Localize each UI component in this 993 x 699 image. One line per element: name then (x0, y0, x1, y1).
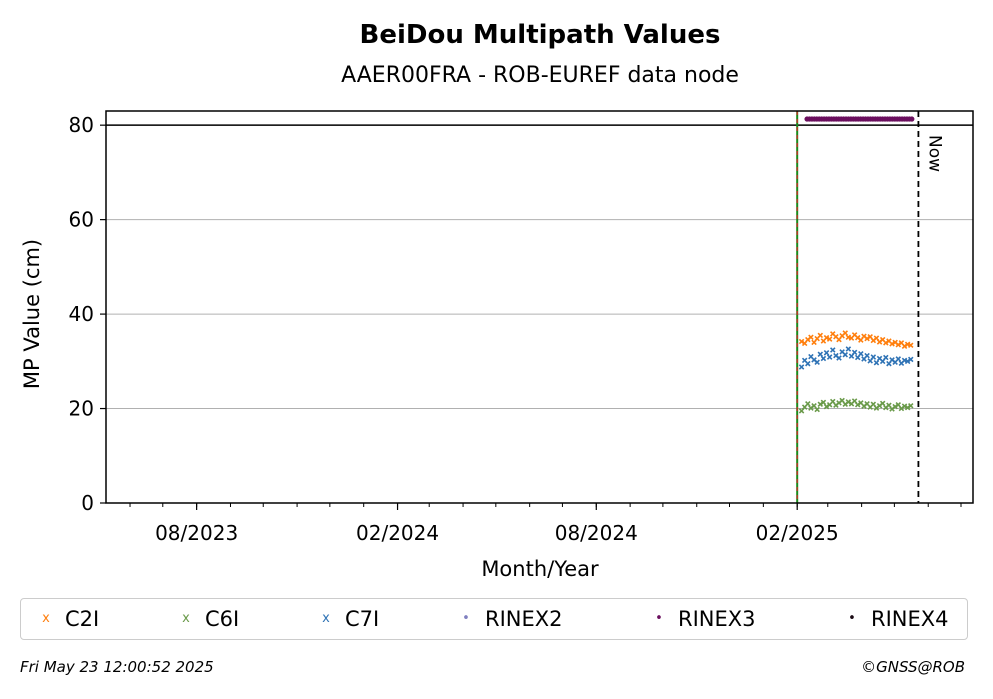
data-point-c7i (798, 364, 805, 370)
data-point-c7i (817, 351, 824, 357)
data-point-c6i (901, 403, 908, 409)
legend-item-c2i: x C2I (35, 607, 99, 631)
legend-item-c6i: x C6I (175, 607, 239, 631)
legend-label-c6i: C6I (205, 607, 240, 631)
y-tick-label: 80 (69, 113, 94, 137)
x-tick-label: 02/2025 (756, 521, 839, 545)
chart-subtitle: AAER00FRA - ROB-EUREF data node (341, 63, 739, 88)
data-point-c7i (895, 356, 902, 362)
vertical-markers: Now (796, 111, 944, 503)
legend-label-c7i: C7I (345, 607, 380, 631)
x-axis-label: Month/Year (481, 557, 599, 581)
data-point-c7i (845, 346, 852, 352)
data-point-c2i (826, 336, 833, 342)
data-point-c6i (904, 404, 911, 411)
data-point-c2i (808, 334, 814, 340)
data-point-c6i (907, 402, 914, 409)
data-point-c7i (883, 354, 889, 361)
data-points (798, 116, 915, 414)
data-point-c6i (854, 401, 861, 408)
data-point-c6i (814, 406, 820, 413)
legend-label-c2i: C2I (65, 607, 100, 631)
data-point-c6i (820, 399, 827, 406)
plot-area-frame (105, 110, 974, 504)
legend-label-rinex2: RINEX2 (485, 607, 563, 631)
grid-lines (106, 124, 973, 410)
axes: 0 20 40 60 80 08/2023 02/2024 08/2024 02/2025 (69, 113, 962, 545)
x-tick-label: 08/2024 (555, 521, 638, 545)
data-point-c7i (907, 356, 914, 363)
x-tick-label: 08/2023 (155, 521, 238, 545)
data-point-c2i (823, 334, 830, 341)
legend-item-rinex4: • RINEX4 (841, 607, 949, 631)
y-axis-label: MP Value (cm) (20, 239, 44, 389)
data-point-c6i (823, 403, 830, 410)
data-point-rinex3 (909, 116, 915, 122)
legend-marker-c2i: x (42, 611, 50, 626)
data-point-c6i (817, 401, 824, 408)
data-point-c2i (864, 335, 870, 342)
data-point-c7i (851, 349, 858, 356)
footer-credit: ©GNSS@ROB (861, 658, 965, 676)
now-label: Now (924, 135, 944, 172)
data-point-c2i (907, 342, 914, 349)
data-point-c7i (805, 360, 811, 367)
data-point-c2i (817, 332, 824, 339)
legend-marker-rinex4: • (848, 611, 856, 626)
data-point-c2i (889, 341, 895, 347)
y-tick-label: 0 (81, 491, 94, 515)
data-point-c6i (805, 401, 811, 407)
legend-marker-rinex3: • (655, 611, 663, 626)
legend: x C2I x C6I x C7I • RINEX2 • RINEX3 • RI… (20, 598, 968, 640)
data-point-c7i (873, 359, 880, 366)
data-point-c6i (845, 399, 852, 405)
y-tick-label: 60 (69, 208, 94, 232)
legend-marker-rinex2: • (462, 611, 470, 626)
y-tick-label: 40 (69, 302, 94, 326)
data-point-c2i (901, 343, 908, 349)
footer-timestamp: Fri May 23 12:00:52 2025 (20, 658, 214, 676)
data-point-c7i (820, 355, 827, 362)
legend-item-rinex2: • RINEX2 (455, 607, 563, 631)
data-point-c6i (892, 403, 898, 410)
data-point-c7i (836, 355, 842, 361)
data-point-c7i (858, 350, 864, 357)
legend-label-rinex4: RINEX4 (871, 607, 949, 631)
data-point-c2i (842, 330, 849, 336)
x-tick-label: 02/2024 (356, 521, 439, 545)
data-point-c2i (883, 340, 889, 346)
legend-label-rinex3: RINEX3 (678, 607, 756, 631)
data-point-c7i (842, 351, 849, 358)
legend-item-rinex3: • RINEX3 (648, 607, 756, 631)
data-point-c6i (879, 400, 886, 407)
data-point-c2i (798, 338, 805, 345)
data-point-c7i (904, 358, 911, 365)
legend-marker-c6i: x (182, 611, 190, 626)
legend-marker-c7i: x (322, 611, 330, 626)
data-point-c7i (829, 347, 836, 353)
data-point-c7i (826, 354, 833, 360)
data-point-c7i (864, 352, 870, 359)
data-point-c2i (895, 342, 902, 348)
chart-title: BeiDou Multipath Values (360, 20, 721, 50)
data-point-c7i (814, 359, 820, 366)
legend-item-c7i: x C7I (315, 607, 379, 631)
data-point-c7i (823, 350, 830, 356)
data-point-c7i (870, 354, 877, 360)
y-tick-label: 20 (69, 397, 94, 421)
